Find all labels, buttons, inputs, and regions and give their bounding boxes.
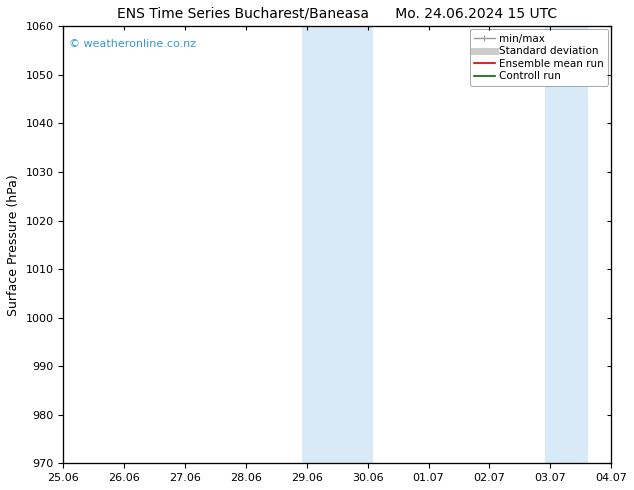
Y-axis label: Surface Pressure (hPa): Surface Pressure (hPa) bbox=[7, 174, 20, 316]
Title: ENS Time Series Bucharest/Baneasa      Mo. 24.06.2024 15 UTC: ENS Time Series Bucharest/Baneasa Mo. 24… bbox=[117, 7, 557, 21]
Text: © weatheronline.co.nz: © weatheronline.co.nz bbox=[69, 39, 196, 49]
Legend: min/max, Standard deviation, Ensemble mean run, Controll run: min/max, Standard deviation, Ensemble me… bbox=[470, 29, 608, 86]
Bar bbox=[302, 26, 373, 464]
Bar bbox=[545, 26, 588, 464]
